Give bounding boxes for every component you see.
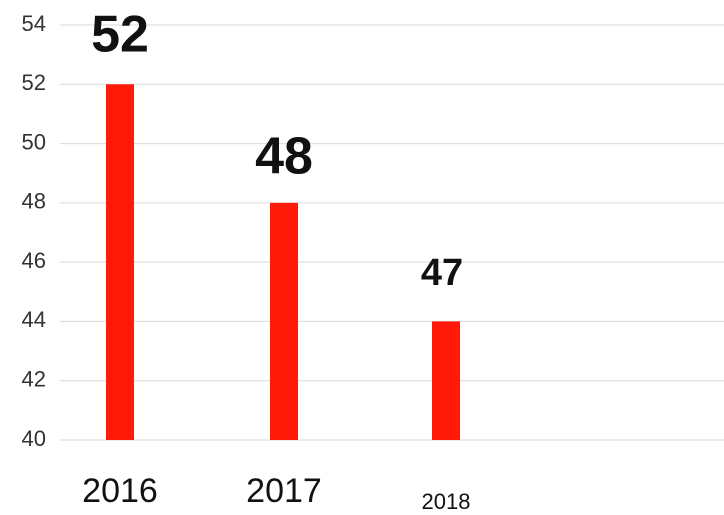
bar <box>270 203 298 440</box>
y-tick-label: 52 <box>22 70 46 95</box>
x-tick-label: 2018 <box>422 489 471 514</box>
y-tick-label: 44 <box>22 307 46 332</box>
x-tick-label: 2016 <box>82 472 158 510</box>
data-label: 52 <box>91 6 149 64</box>
y-tick-label: 42 <box>22 367 46 392</box>
bar <box>432 321 460 440</box>
data-label: 47 <box>421 252 463 294</box>
y-tick-label: 54 <box>22 11 46 36</box>
y-tick-label: 46 <box>22 248 46 273</box>
y-tick-label: 50 <box>22 129 46 154</box>
data-label: 48 <box>255 128 313 186</box>
y-tick-label: 48 <box>22 189 46 214</box>
bar <box>106 84 134 440</box>
x-tick-label: 2017 <box>246 472 322 510</box>
y-tick-label: 40 <box>22 426 46 451</box>
chart: 40 42 44 46 48 50 52 54 2016 52 2017 48 2018 47 <box>0 0 724 515</box>
